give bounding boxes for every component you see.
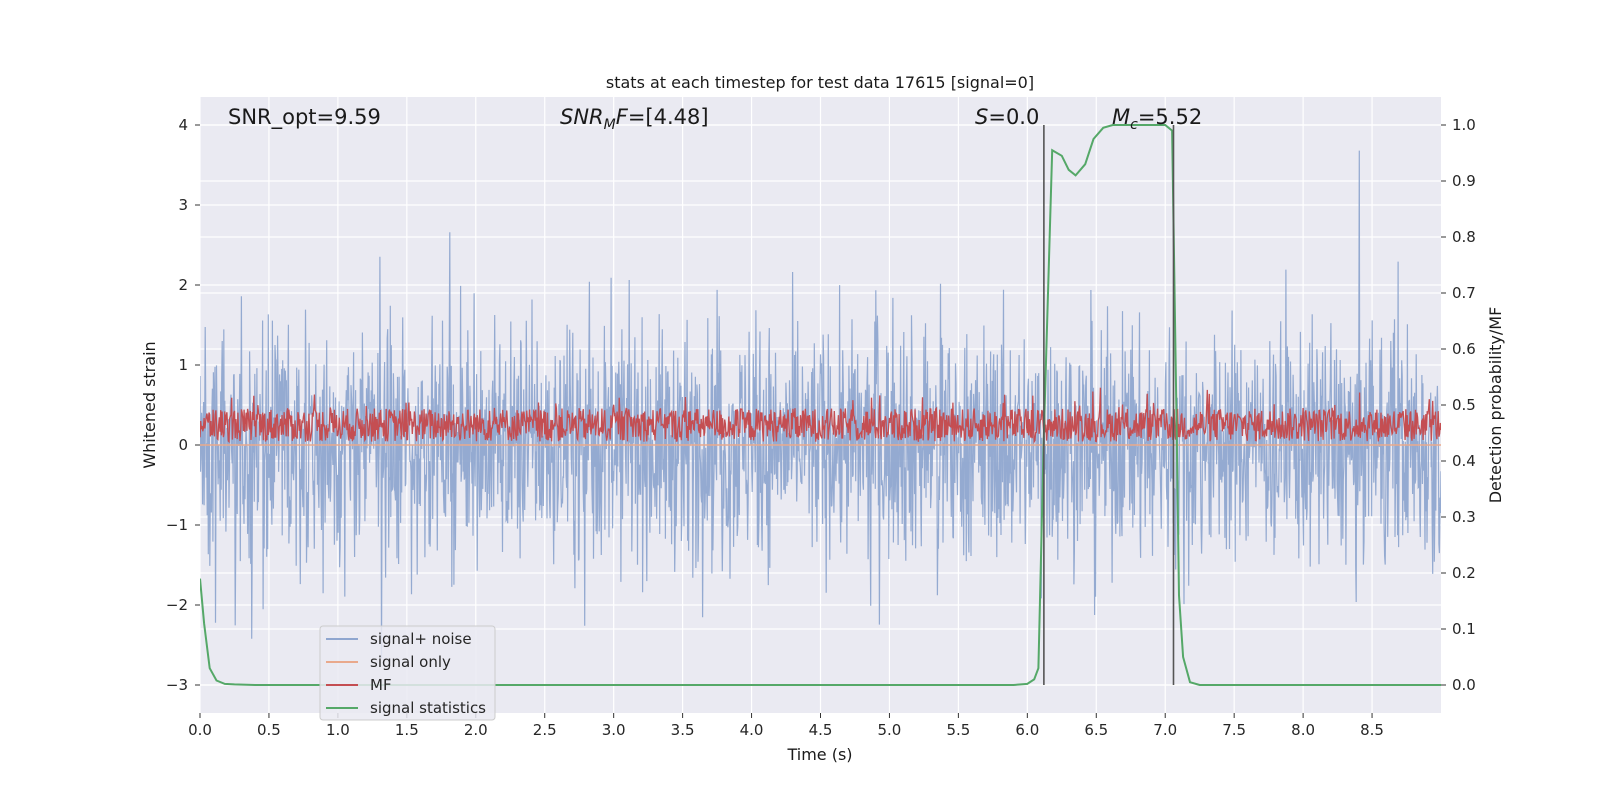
- y-tick-label-right: 0.4: [1452, 452, 1476, 470]
- y-tick-label-right: 0.9: [1452, 172, 1476, 190]
- x-tick-label: 5.5: [946, 721, 970, 739]
- y-tick-label-left: 4: [178, 116, 188, 134]
- y-tick-label-right: 0.3: [1452, 508, 1476, 526]
- chart-title: stats at each timestep for test data 176…: [606, 73, 1034, 92]
- y-tick-label-left: 1: [178, 356, 188, 374]
- legend: signal+ noise signal only MF signal stat…: [319, 625, 496, 721]
- y-tick-label-right: 0.0: [1452, 676, 1476, 694]
- y-tick-label-left: −1: [166, 516, 188, 534]
- x-axis-label: Time (s): [786, 745, 852, 764]
- legend-label-signal-noise: signal+ noise: [370, 630, 472, 648]
- x-tick-label: 2.5: [533, 721, 557, 739]
- x-tick-label: 5.0: [878, 721, 902, 739]
- legend-label-signal-only: signal only: [370, 653, 451, 671]
- x-tick-label: 4.5: [809, 721, 833, 739]
- y-ticks-left: −3 −2 −1 0 1 2 3 4: [166, 116, 200, 694]
- y-axis-label-left: Whitened strain: [140, 341, 159, 468]
- mf-line: [200, 387, 1441, 445]
- y-tick-label-right: 1.0: [1452, 116, 1476, 134]
- series-signal-statistics: [200, 124, 1441, 686]
- y-ticks-right: 0.0 0.1 0.2 0.3 0.4 0.5 0.6 0.7 0.8 0.9 1.0: [1441, 116, 1476, 694]
- x-tick-label: 2.0: [464, 721, 488, 739]
- y-tick-label-right: 0.7: [1452, 284, 1476, 302]
- annotation-s: S=0.0: [975, 105, 1039, 129]
- y-axis-label-right: Detection probability/MF: [1486, 307, 1505, 504]
- x-tick-label: 0.5: [257, 721, 281, 739]
- x-tick-label: 7.0: [1153, 721, 1177, 739]
- y-tick-label-left: −2: [166, 596, 188, 614]
- x-tick-label: 3.0: [602, 721, 626, 739]
- legend-label-mf: MF: [370, 676, 392, 694]
- x-tick-label: 8.5: [1360, 721, 1384, 739]
- legend-box: [319, 625, 496, 721]
- x-ticks: 0.0 0.5 1.0 1.5 2.0 2.5 3.0 3.5 4.0 4.5 5.0 5.5 6.0 6…: [188, 713, 1384, 739]
- y-tick-label-left: 3: [178, 196, 188, 214]
- y-tick-label-right: 0.6: [1452, 340, 1476, 358]
- y-tick-label-right: 0.1: [1452, 620, 1476, 638]
- x-tick-label: 1.5: [395, 721, 419, 739]
- annotation-snr-opt: SNR_opt=9.59: [228, 105, 381, 130]
- y-tick-label-left: 2: [178, 276, 188, 294]
- x-tick-label: 3.5: [671, 721, 695, 739]
- y-tick-label-left: 0: [178, 436, 188, 454]
- grid-x: [199, 97, 1373, 713]
- series-mf: [200, 387, 1441, 445]
- y-tick-label-right: 0.5: [1452, 396, 1476, 414]
- x-tick-label: 6.0: [1015, 721, 1039, 739]
- legend-label-signal-statistics: signal statistics: [370, 699, 486, 717]
- x-tick-label: 8.0: [1291, 721, 1315, 739]
- x-tick-label: 7.5: [1222, 721, 1246, 739]
- signal-statistics-line: [200, 124, 1441, 686]
- x-tick-label: 4.0: [740, 721, 764, 739]
- x-tick-label: 6.5: [1084, 721, 1108, 739]
- y-tick-label-left: −3: [166, 676, 188, 694]
- annotation-snr-mf: SNRMF=[4.48]: [560, 105, 709, 133]
- x-tick-label: 1.0: [326, 721, 350, 739]
- y-tick-label-right: 0.8: [1452, 228, 1476, 246]
- annotation-mc: Mc=5.52: [1112, 105, 1202, 133]
- y-tick-label-right: 0.2: [1452, 564, 1476, 582]
- x-tick-label: 0.0: [188, 721, 212, 739]
- vertical-lines: [1043, 125, 1175, 685]
